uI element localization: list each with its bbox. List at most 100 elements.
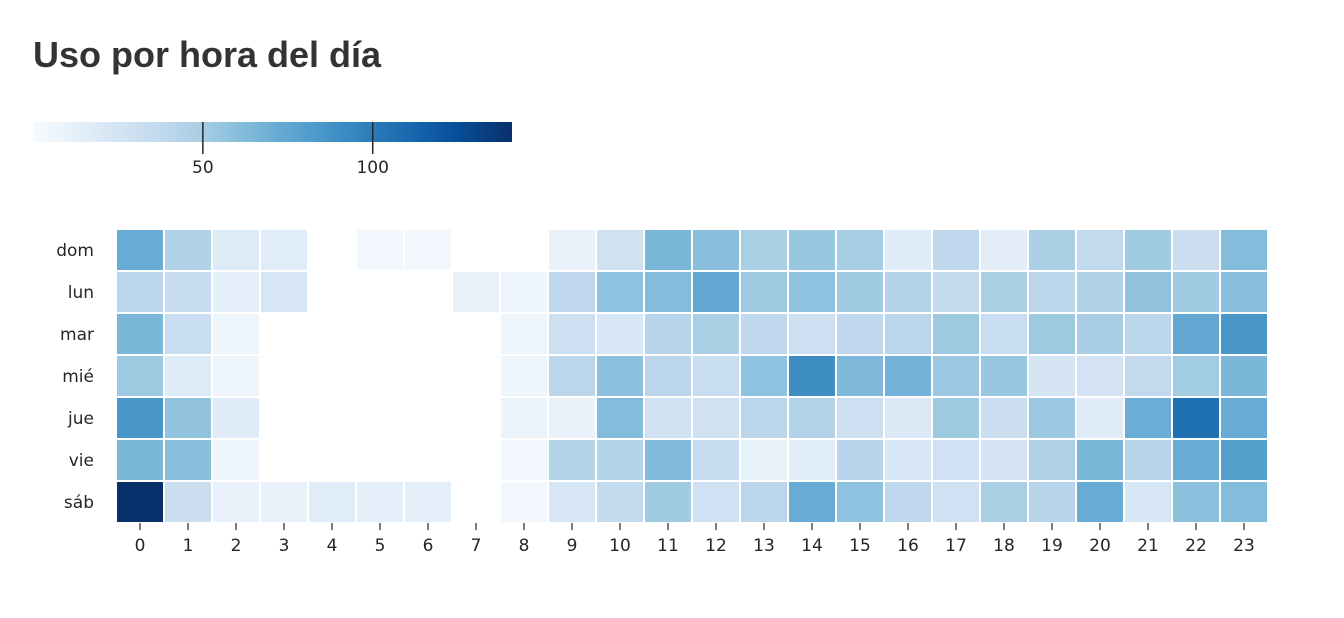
heatmap-cell-lun-16: [883, 270, 933, 314]
heatmap-cell-lun-15: [835, 270, 885, 314]
heatmap-cell-mar-1: [163, 312, 213, 356]
x-tick-label: 8: [519, 536, 530, 556]
y-tick-label: mié: [62, 367, 94, 387]
heatmap-cell-mié-12: [691, 354, 741, 398]
heatmap-cell-lun-2: [211, 270, 261, 314]
heatmap-cell-mié-20: [1075, 354, 1125, 398]
heatmap-cell-jue-14: [787, 396, 837, 440]
heatmap-cell-sáb-3: [259, 480, 309, 524]
heatmap-cell-lun-13: [739, 270, 789, 314]
heatmap-cell-dom-9: [547, 228, 597, 272]
heatmap-cell-dom-17: [931, 228, 981, 272]
heatmap-cell-dom-3: [259, 228, 309, 272]
heatmap-cell-mié-15: [835, 354, 885, 398]
heatmap-cell-mié-17: [931, 354, 981, 398]
colorbar-tick-label: 100: [356, 158, 388, 178]
heatmap-cell-dom-19: [1027, 228, 1077, 272]
heatmap-cell-mar-18: [979, 312, 1029, 356]
heatmap-cell-mar-15: [835, 312, 885, 356]
heatmap-cell-vie-21: [1123, 438, 1173, 482]
heatmap-cell-dom-21: [1123, 228, 1173, 272]
heatmap-cell-dom-0: [115, 228, 165, 272]
heatmap-cell-jue-16: [883, 396, 933, 440]
heatmap-cell-mié-14: [787, 354, 837, 398]
heatmap-cell-mar-12: [691, 312, 741, 356]
x-tick-label: 23: [1233, 536, 1255, 556]
heatmap-cell-lun-9: [547, 270, 597, 314]
heatmap-cell-vie-19: [1027, 438, 1077, 482]
x-tick-label: 22: [1185, 536, 1207, 556]
heatmap-cell-mar-2: [211, 312, 261, 356]
heatmap-cell-lun-19: [1027, 270, 1077, 314]
heatmap-cell-dom-10: [595, 228, 645, 272]
heatmap-cell-mié-8: [499, 354, 549, 398]
heatmap-cell-jue-11: [643, 396, 693, 440]
heatmap-cell-dom-1: [163, 228, 213, 272]
y-tick-label: vie: [69, 451, 94, 471]
heatmap-cell-dom-2: [211, 228, 261, 272]
heatmap-cell-vie-10: [595, 438, 645, 482]
heatmap-cell-lun-17: [931, 270, 981, 314]
heatmap-cell-jue-21: [1123, 396, 1173, 440]
y-tick-label: lun: [68, 283, 94, 303]
heatmap-cell-dom-11: [643, 228, 693, 272]
heatmap-cell-lun-7: [451, 270, 501, 314]
heatmap-cell-jue-9: [547, 396, 597, 440]
heatmap-cell-mar-17: [931, 312, 981, 356]
heatmap-cell-sáb-23: [1219, 480, 1269, 524]
heatmap-cell-sáb-12: [691, 480, 741, 524]
x-tick-label: 14: [801, 536, 823, 556]
heatmap-cell-mié-2: [211, 354, 261, 398]
heatmap-cell-jue-15: [835, 396, 885, 440]
heatmap-cell-mar-20: [1075, 312, 1125, 356]
heatmap-cell-mar-16: [883, 312, 933, 356]
x-axis-labels: 0 1 2 3 4 5 6 7 8 9 10 11 12 13 14 15 16 17 18 19 20 21 22 23: [135, 523, 1255, 556]
heatmap-cell-sáb-0: [115, 480, 165, 524]
heatmap-cell-dom-16: [883, 228, 933, 272]
heatmap-cell-mar-22: [1171, 312, 1221, 356]
heatmap-cell-sáb-22: [1171, 480, 1221, 524]
heatmap-cell-mié-1: [163, 354, 213, 398]
x-tick-label: 6: [423, 536, 434, 556]
heatmap-cell-sáb-21: [1123, 480, 1173, 524]
x-tick-label: 10: [609, 536, 631, 556]
x-tick-label: 3: [279, 536, 290, 556]
heatmap-cell-vie-11: [643, 438, 693, 482]
heatmap-cell-lun-14: [787, 270, 837, 314]
heatmap-cell-sáb-14: [787, 480, 837, 524]
heatmap-cell-dom-15: [835, 228, 885, 272]
heatmap-cell-mié-21: [1123, 354, 1173, 398]
heatmap-cell-mar-21: [1123, 312, 1173, 356]
heatmap-cell-mar-14: [787, 312, 837, 356]
heatmap-cell-sáb-5: [355, 480, 405, 524]
heatmap-cell-sáb-4: [307, 480, 357, 524]
heatmap-cell-mar-11: [643, 312, 693, 356]
heatmap-cell-lun-12: [691, 270, 741, 314]
x-tick-label: 21: [1137, 536, 1159, 556]
heatmap-cell-sáb-16: [883, 480, 933, 524]
heatmap-cell-jue-10: [595, 396, 645, 440]
heatmap-cell-vie-2: [211, 438, 261, 482]
colorbar: 50 100: [33, 122, 512, 178]
heatmap-cell-sáb-6: [403, 480, 453, 524]
heatmap-cell-lun-0: [115, 270, 165, 314]
x-tick-label: 16: [897, 536, 919, 556]
heatmap-cell-mar-13: [739, 312, 789, 356]
heatmap-cell-vie-16: [883, 438, 933, 482]
heatmap-cell-sáb-9: [547, 480, 597, 524]
heatmap-cell-lun-10: [595, 270, 645, 314]
heatmap-cell-jue-19: [1027, 396, 1077, 440]
heatmap-cell-mar-23: [1219, 312, 1269, 356]
heatmap-cell-dom-12: [691, 228, 741, 272]
heatmap-cell-vie-14: [787, 438, 837, 482]
heatmap-cell-mié-22: [1171, 354, 1221, 398]
y-tick-label: dom: [56, 241, 94, 261]
heatmap-cell-vie-12: [691, 438, 741, 482]
heatmap-cell-jue-23: [1219, 396, 1269, 440]
x-tick-label: 5: [375, 536, 386, 556]
heatmap-cell-jue-17: [931, 396, 981, 440]
heatmap-cell-mié-10: [595, 354, 645, 398]
x-tick-label: 11: [657, 536, 679, 556]
heatmap-cell-vie-22: [1171, 438, 1221, 482]
x-tick-label: 15: [849, 536, 871, 556]
